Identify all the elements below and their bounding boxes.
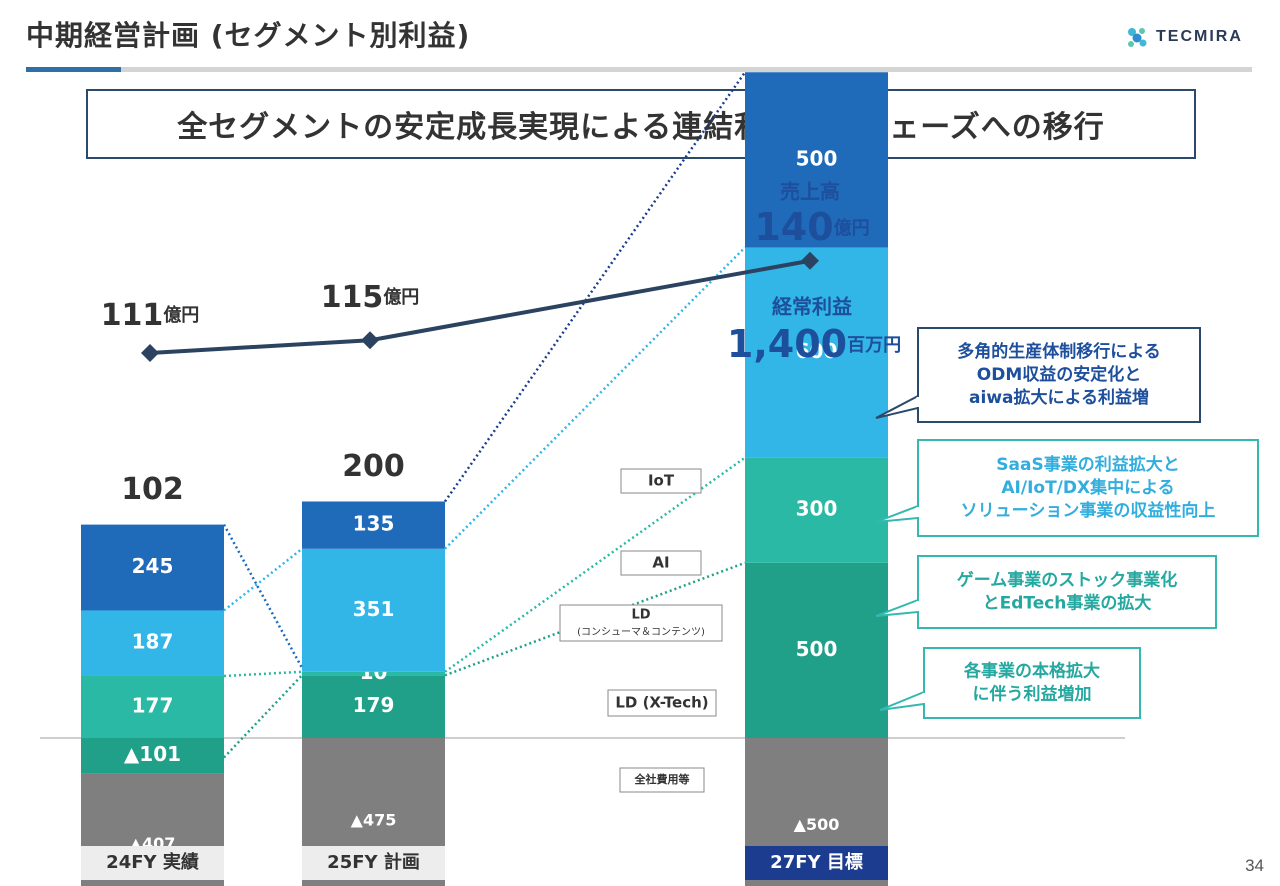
bar-total-label: 200 bbox=[342, 449, 405, 484]
callout-box-iot bbox=[917, 327, 1201, 423]
category-label: 24FY 実績 bbox=[106, 851, 199, 873]
bar-segment-ld-xtech bbox=[302, 675, 445, 738]
sales-value-label: 140億円 bbox=[754, 205, 869, 249]
callout-text-iot: ODM収益の安定化と bbox=[977, 364, 1141, 385]
connector-ai bbox=[444, 246, 746, 550]
legend-label-ld-xtech: LD (X-Tech) bbox=[615, 694, 708, 712]
logo-text: TECMIRA bbox=[1156, 28, 1243, 45]
category-label: 25FY 計画 bbox=[327, 851, 420, 873]
connector-ld-consumer bbox=[444, 456, 746, 673]
bar-label-ld-xtech: 179 bbox=[353, 693, 395, 717]
callout-text-ld-xtech: に伴う利益増加 bbox=[973, 684, 1092, 705]
bar-segment-ai bbox=[302, 548, 445, 672]
category-label-box bbox=[745, 846, 888, 880]
bar-segment-ai bbox=[745, 247, 888, 458]
sales-point bbox=[801, 251, 819, 270]
legend-label-iot: IoT bbox=[648, 472, 675, 490]
legend-box-ld-xtech bbox=[607, 689, 717, 717]
page-number: 34 bbox=[1245, 856, 1264, 875]
bar-label-ld-xtech: 500 bbox=[796, 637, 838, 661]
page-title: 中期経営計画 (セグメント別利益) bbox=[26, 19, 471, 52]
bar-segment-iot bbox=[745, 72, 888, 248]
bar-segment-ld-consumer bbox=[745, 457, 888, 563]
sales-title-label: 売上高 bbox=[780, 180, 840, 204]
callout-box-ai bbox=[917, 439, 1259, 537]
callout-text-ld-xtech: 各事業の本格拡大 bbox=[963, 661, 1100, 682]
bar-segment-iot bbox=[81, 524, 224, 611]
bar-segment-ld-xtech bbox=[81, 738, 224, 774]
bar-segment-ld-xtech bbox=[745, 562, 888, 738]
callout-text-ai: ソリューション事業の収益性向上 bbox=[961, 500, 1216, 521]
title-divider bbox=[26, 67, 1252, 72]
callout-text-ld-consumer: とEdTech事業の拡大 bbox=[983, 593, 1152, 614]
callout-text-ai: SaaS事業の利益拡大と bbox=[996, 454, 1179, 475]
connector-iot bbox=[222, 524, 304, 669]
sales-point bbox=[141, 344, 159, 362]
callout-text-iot: 多角的生産体制移行による bbox=[957, 341, 1161, 362]
category-label-box bbox=[81, 846, 224, 880]
bar-label-ld-consumer: 300 bbox=[796, 497, 838, 521]
sales-line bbox=[149, 258, 811, 355]
callout-box-ld-xtech bbox=[923, 647, 1141, 719]
legend-box-iot bbox=[620, 468, 702, 494]
title-divider-accent bbox=[26, 67, 121, 72]
legend-box-corporate bbox=[619, 767, 705, 793]
bar-label-ld-consumer: 177 bbox=[132, 693, 174, 717]
tecmira-logo-icon bbox=[1128, 28, 1147, 47]
sales-value-label: 111億円 bbox=[101, 298, 200, 333]
bar-label-ai: 351 bbox=[353, 597, 395, 621]
callout-text-iot: aiwa拡大による利益増 bbox=[969, 387, 1149, 408]
bar-label-corporate: ▲500 bbox=[794, 815, 840, 834]
connector-ld-xtech bbox=[223, 674, 303, 759]
bar-segment-iot bbox=[302, 501, 445, 549]
bar-label-ai: 187 bbox=[132, 630, 174, 654]
sales-value-label: 115億円 bbox=[321, 280, 420, 315]
ordinary-profit-value: 1,400百万円 bbox=[727, 322, 901, 366]
bar-label-iot: 135 bbox=[353, 512, 395, 536]
bar-segment-ld-consumer bbox=[302, 671, 445, 676]
bar-label-iot: 245 bbox=[132, 554, 174, 578]
headline-text: 全セグメントの安定成長実現による連結利益拡大フェーズへの移行 bbox=[177, 110, 1105, 145]
callout-text-ld-consumer: ゲーム事業のストック事業化 bbox=[957, 570, 1178, 591]
legend-label-ld-consumer: LD bbox=[631, 608, 650, 623]
sales-point bbox=[361, 331, 379, 350]
connector-ld-consumer bbox=[223, 670, 303, 678]
connector-iot bbox=[443, 71, 747, 503]
bar-label-ld-xtech: ▲101 bbox=[124, 742, 181, 766]
legend-label-ld-consumer: (コンシューマ＆コンテンツ) bbox=[577, 627, 705, 638]
bar-label-iot: 500 bbox=[796, 146, 838, 170]
callout-text-ai: AI/IoT/DX集中による bbox=[1001, 477, 1174, 498]
category-label-box bbox=[302, 846, 445, 880]
connector-ai bbox=[223, 547, 303, 612]
category-label: 27FY 目標 bbox=[770, 851, 863, 873]
legend-box-ld-consumer bbox=[559, 604, 723, 642]
company-logo: TECMIRA bbox=[1124, 22, 1254, 52]
bar-segment-ld-consumer bbox=[81, 675, 224, 738]
bar-total-label: 102 bbox=[121, 472, 184, 507]
bar-segment-ai bbox=[81, 610, 224, 676]
headline-box: 全セグメントの安定成長実現による連結利益拡大フェーズへの移行 bbox=[86, 89, 1196, 159]
legend-label-ai: AI bbox=[652, 554, 669, 572]
ordinary-profit-title: 経常利益 bbox=[772, 295, 852, 319]
callout-box-ld-consumer bbox=[917, 555, 1217, 629]
bar-label-ai: 600 bbox=[796, 339, 838, 363]
bar-label-corporate: ▲475 bbox=[351, 811, 397, 830]
legend-box-ai bbox=[620, 550, 702, 576]
legend-label-corporate: 全社費用等 bbox=[634, 772, 690, 786]
